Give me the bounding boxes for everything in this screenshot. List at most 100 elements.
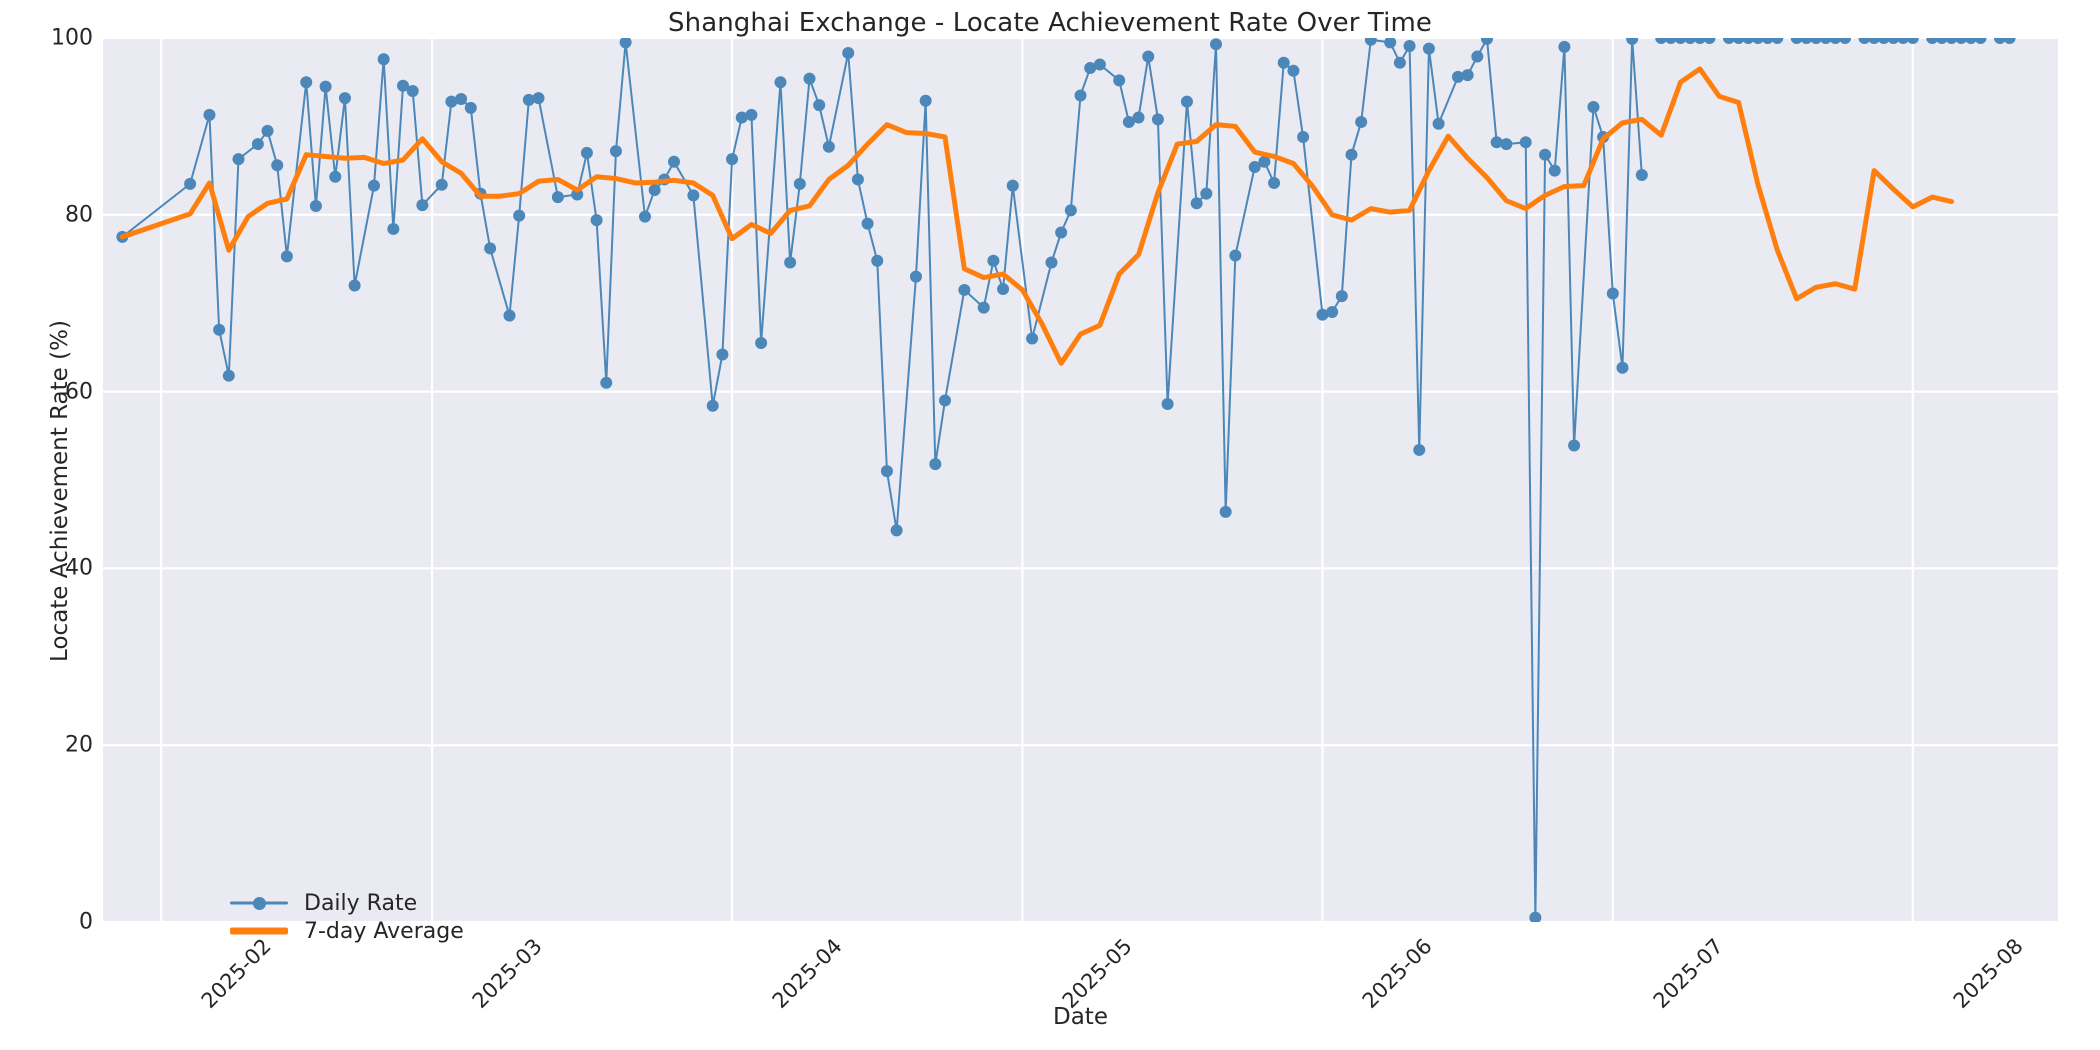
legend-item-daily-rate[interactable]: Daily Rate xyxy=(228,889,464,917)
data-point-marker xyxy=(600,376,613,389)
chart-title: Shanghai Exchange - Locate Achievement R… xyxy=(668,8,1432,38)
data-point-marker xyxy=(1200,187,1213,200)
data-point-marker xyxy=(774,76,787,89)
data-point-marker xyxy=(1219,505,1232,518)
data-point-marker xyxy=(1258,155,1271,168)
data-point-marker xyxy=(1084,62,1097,75)
data-point-marker xyxy=(977,301,990,314)
data-point-marker xyxy=(1248,161,1261,174)
data-point-marker xyxy=(1161,397,1174,410)
data-point-marker xyxy=(1297,131,1310,144)
x-tick-label: 2025-08 xyxy=(1948,934,2028,1014)
data-point-marker xyxy=(1568,439,1581,452)
data-point-marker xyxy=(1229,249,1242,262)
legend-item-7-day-average[interactable]: 7-day Average xyxy=(228,917,464,945)
data-point-marker xyxy=(648,184,661,197)
data-point-marker xyxy=(1355,115,1368,128)
data-point-marker xyxy=(348,279,361,292)
x-tick-label: 2025-06 xyxy=(1358,934,1438,1014)
data-point-marker xyxy=(261,124,274,137)
data-point-marker xyxy=(716,348,729,361)
data-point-marker xyxy=(1993,38,2006,44)
data-point-marker xyxy=(1064,204,1077,217)
y-tick-label: 80 xyxy=(65,202,93,228)
data-point-marker xyxy=(813,99,826,112)
data-point-marker xyxy=(1026,332,1039,345)
data-point-marker xyxy=(880,465,893,478)
data-point-marker xyxy=(251,138,264,151)
data-point-marker xyxy=(309,199,322,212)
plot-canvas xyxy=(103,38,2058,922)
data-point-marker xyxy=(851,173,864,186)
data-point-marker xyxy=(1287,64,1300,77)
data-point-marker xyxy=(1606,287,1619,300)
data-point-marker xyxy=(1761,38,1774,44)
data-point-marker xyxy=(1974,38,1987,44)
data-point-marker xyxy=(861,217,874,230)
data-point-marker xyxy=(1955,38,1968,44)
chart-legend[interactable]: Daily Rate 7-day Average xyxy=(222,883,474,953)
data-point-marker xyxy=(455,93,468,105)
data-point-marker xyxy=(387,222,400,235)
data-point-marker xyxy=(1122,115,1135,128)
data-point-marker xyxy=(706,399,719,412)
data-point-marker xyxy=(1074,89,1087,102)
data-point-marker xyxy=(958,283,971,296)
data-point-marker xyxy=(1626,38,1639,45)
data-point-marker xyxy=(1945,38,1958,44)
data-point-marker xyxy=(1693,38,1706,44)
data-point-marker xyxy=(890,524,903,537)
x-tick-label: 2025-02 xyxy=(196,934,276,1014)
gridlines xyxy=(103,38,2058,922)
data-point-marker xyxy=(551,191,564,204)
legend-swatch-7-day-average xyxy=(228,918,290,944)
data-point-marker xyxy=(1045,256,1058,269)
x-tick-label: 2025-05 xyxy=(1058,934,1138,1014)
data-point-marker xyxy=(1326,306,1339,319)
data-point-marker xyxy=(735,111,748,124)
data-point-marker xyxy=(929,458,942,471)
data-point-marker xyxy=(397,79,410,92)
data-point-marker xyxy=(522,93,535,106)
data-point-marker xyxy=(726,153,739,166)
data-point-marker xyxy=(1558,40,1571,53)
data-point-marker xyxy=(803,72,816,85)
data-point-marker xyxy=(271,159,284,172)
series-line-daily-rate xyxy=(121,38,1643,919)
data-point-marker xyxy=(1722,38,1735,44)
data-point-marker xyxy=(842,47,855,60)
data-point-marker xyxy=(668,155,681,168)
data-point-marker xyxy=(1548,164,1561,177)
data-point-marker xyxy=(1674,38,1687,44)
data-point-marker xyxy=(1810,38,1823,44)
data-point-marker xyxy=(1113,74,1126,87)
data-point-marker xyxy=(1616,361,1629,374)
data-point-marker xyxy=(1471,50,1484,63)
data-point-marker xyxy=(580,146,593,159)
y-tick-label: 40 xyxy=(65,555,93,581)
data-point-marker xyxy=(1839,38,1852,44)
data-point-marker xyxy=(1413,443,1426,456)
data-point-marker xyxy=(1964,38,1977,44)
x-tick-label: 2025-04 xyxy=(767,934,847,1014)
data-point-marker xyxy=(1519,136,1532,149)
series-line-7-day-average xyxy=(119,66,1955,366)
data-point-marker xyxy=(367,179,380,192)
data-point-marker xyxy=(222,369,235,382)
legend-line-icon xyxy=(230,927,288,935)
data-point-marker xyxy=(1451,70,1464,83)
data-point-marker xyxy=(1384,38,1397,49)
data-point-marker xyxy=(822,140,835,153)
data-point-marker xyxy=(1093,58,1106,71)
data-point-marker xyxy=(1771,38,1784,44)
data-point-marker xyxy=(319,80,332,93)
data-point-marker xyxy=(1742,38,1755,44)
y-axis-ticks: 0 20 40 60 80 100 xyxy=(0,26,93,935)
data-point-marker xyxy=(1897,38,1910,44)
data-point-marker xyxy=(1868,38,1881,44)
data-point-marker xyxy=(1268,176,1281,189)
data-point-marker xyxy=(909,270,922,283)
data-point-marker xyxy=(987,254,1000,267)
data-point-marker xyxy=(329,170,342,183)
plot-area: Daily Rate 7-day Average xyxy=(103,38,2058,944)
